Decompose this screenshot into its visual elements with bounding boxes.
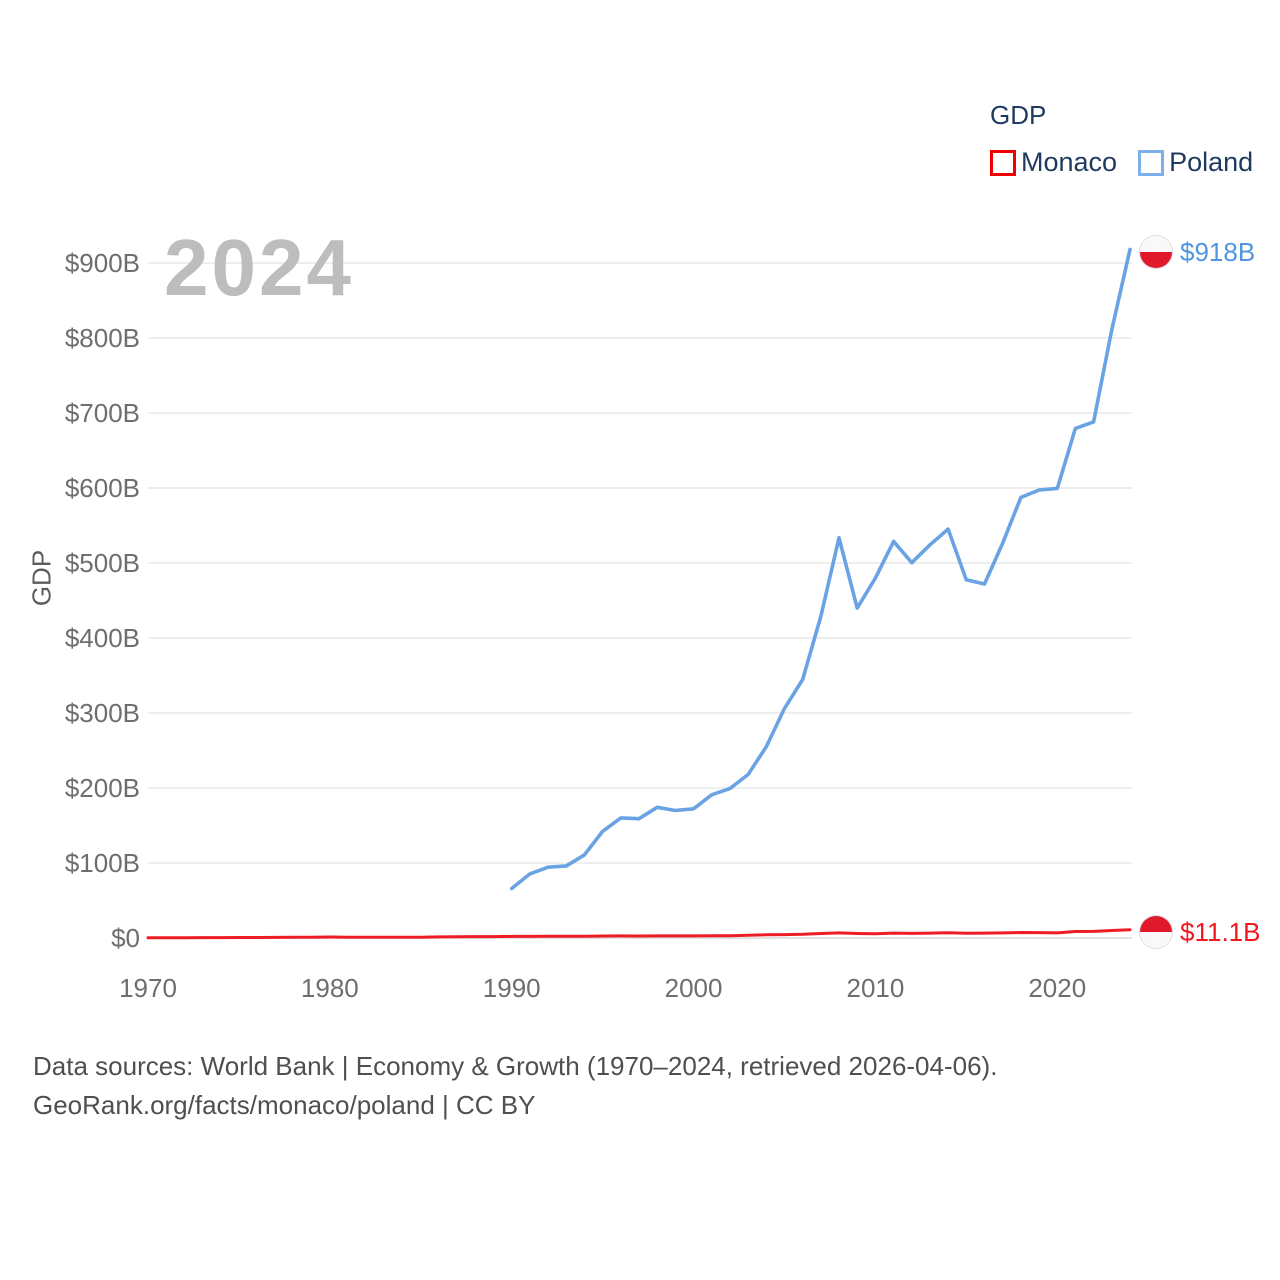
y-axis-title: GDP	[26, 549, 57, 607]
x-tick-label: 1990	[483, 973, 541, 1003]
poland-swatch-icon	[1138, 149, 1165, 176]
poland-flag-top	[1140, 236, 1172, 252]
y-tick-label: $0	[111, 923, 140, 953]
poland-end-label: $918B	[1139, 235, 1255, 269]
legend-label-poland: Poland	[1169, 147, 1254, 177]
poland-line	[509, 247, 1132, 891]
y-tick-label: $200B	[65, 773, 140, 803]
y-tick-label: $400B	[65, 623, 140, 653]
legend-item-poland[interactable]: Poland	[1138, 147, 1253, 178]
x-tick-label: 1970	[119, 973, 177, 1003]
poland-value-label: $918B	[1180, 236, 1256, 267]
monaco-flag-bottom	[1140, 932, 1172, 948]
monaco-flag-top	[1140, 916, 1172, 932]
footer-source-line: Data sources: World Bank | Economy & Gro…	[33, 1051, 998, 1081]
legend-item-monaco[interactable]: Monaco	[990, 147, 1117, 178]
monaco-line	[146, 928, 1132, 940]
x-tick-label: 2010	[846, 973, 904, 1003]
x-tick-label: 2000	[665, 973, 723, 1003]
y-tick-label: $700B	[65, 398, 140, 428]
monaco-value-label: $11.1B	[1180, 916, 1261, 947]
y-tick-label: $100B	[65, 848, 140, 878]
legend: GDP Monaco Poland	[990, 100, 1253, 178]
y-tick-label: $900B	[65, 248, 140, 278]
y-tick-label: $300B	[65, 698, 140, 728]
y-tick-label: $500B	[65, 548, 140, 578]
legend-items: Monaco Poland	[990, 147, 1253, 178]
monaco-end-label: $11.1B	[1139, 915, 1260, 949]
x-tick-label: 1980	[301, 973, 359, 1003]
poland-flag-icon	[1139, 235, 1173, 269]
monaco-flag-icon	[1139, 915, 1173, 949]
poland-flag-bottom	[1140, 252, 1172, 268]
x-tick-label: 2020	[1028, 973, 1086, 1003]
year-watermark: 2024	[164, 223, 354, 312]
footer: Data sources: World Bank | Economy & Gro…	[33, 1047, 997, 1125]
footer-attribution-line: GeoRank.org/facts/monaco/poland | CC BY	[33, 1090, 536, 1120]
monaco-swatch-icon	[990, 149, 1016, 176]
y-tick-label: $800B	[65, 323, 140, 353]
legend-title: GDP	[990, 100, 1047, 130]
legend-label-monaco: Monaco	[1021, 147, 1118, 177]
y-tick-label: $600B	[65, 473, 140, 503]
